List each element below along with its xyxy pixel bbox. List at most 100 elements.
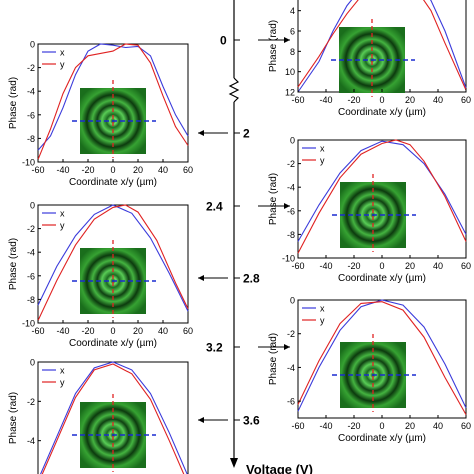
x-tick-label: 40	[158, 326, 168, 336]
x-tick-label: -60	[291, 261, 304, 271]
legend-label-x: x	[320, 144, 325, 154]
series-line-y	[37, 204, 189, 321]
y-tick-label: -2	[27, 224, 35, 234]
legend-label-y: y	[320, 316, 325, 326]
y-tick-label: -4	[27, 436, 35, 446]
x-axis-label: Coordinate x/y (µm)	[69, 177, 157, 188]
voltage-label: 0	[220, 34, 227, 48]
panel-arrowhead	[198, 417, 204, 423]
panel-arrowhead	[198, 130, 204, 136]
x-tick-label: -20	[81, 326, 94, 336]
y-axis-label: Phase (rad)	[8, 238, 19, 290]
voltage-label: 2.4	[206, 200, 223, 214]
y-tick-label: -10	[22, 319, 35, 329]
y-axis-label: Phase (rad)	[268, 173, 279, 225]
x-tick-label: 60	[183, 165, 193, 175]
y-tick-label: -10	[22, 158, 35, 168]
x-tick-label: 20	[405, 421, 415, 431]
y-tick-label: -6	[287, 397, 295, 407]
x-tick-label: -20	[347, 95, 360, 105]
voltage-label: 2.8	[243, 272, 260, 286]
x-tick-label: 20	[133, 326, 143, 336]
y-tick-label: 0	[30, 358, 35, 368]
phase-panel-2v: 0 -2 -4 -6 -8 -10-60 -40 -20 0 20 40 60 Coordinate x…	[8, 40, 193, 189]
y-tick-label: -8	[27, 295, 35, 305]
phase-panel-0v: 4 6 8 10 12-60 -40 -20 0 20 40 60 Coordinate x/y (µ…	[268, 0, 471, 118]
y-tick-label: -2	[287, 159, 295, 169]
series-line-y	[41, 363, 185, 474]
y-tick-label: 4	[290, 6, 295, 16]
voltage-axis-layer: Voltage (V) 0 2 2.4 2.8 3.2 3.6	[198, 0, 313, 474]
x-tick-label: 20	[405, 261, 415, 271]
legend-label-x: x	[60, 366, 65, 376]
x-tick-label: -40	[56, 326, 69, 336]
y-tick-label: 0	[30, 201, 35, 211]
voltage-axis-label: Voltage (V)	[246, 462, 313, 474]
x-tick-label: -40	[56, 165, 69, 175]
x-tick-label: -60	[31, 326, 44, 336]
x-tick-label: 60	[461, 421, 471, 431]
legend-label-x: x	[60, 48, 65, 58]
y-tick-label: -2	[27, 397, 35, 407]
voltage-label: 3.2	[206, 341, 223, 355]
series-line-y	[37, 43, 189, 160]
x-tick-label: 20	[133, 165, 143, 175]
x-tick-label: 60	[461, 95, 471, 105]
panel-arrowhead	[284, 344, 290, 350]
y-tick-label: -2	[287, 329, 295, 339]
y-tick-label: -4	[287, 183, 295, 193]
x-tick-label: 0	[379, 261, 384, 271]
y-tick-label: -4	[27, 248, 35, 258]
y-axis-label: Phase (rad)	[8, 77, 19, 129]
series-line-x	[40, 361, 188, 474]
y-axis-label: Phase (rad)	[268, 20, 279, 72]
x-tick-label: 20	[405, 95, 415, 105]
series-line-y	[297, 301, 467, 415]
phase-panel-2_4v: 0 -2 -4 -6 -8 -10-60 -40 -20 0 20 40 60 Coordinate x…	[268, 136, 471, 285]
y-tick-label: 0	[290, 136, 295, 146]
x-tick-label: 40	[433, 421, 443, 431]
legend-label-x: x	[60, 209, 65, 219]
y-tick-label: -6	[27, 110, 35, 120]
y-tick-label: -8	[287, 230, 295, 240]
x-tick-label: -40	[319, 421, 332, 431]
y-tick-label: -10	[282, 254, 295, 264]
y-axis-label: Phase (rad)	[268, 333, 279, 385]
x-tick-label: 0	[110, 165, 115, 175]
legend-label-y: y	[60, 60, 65, 70]
x-tick-label: 60	[183, 326, 193, 336]
legend-label-y: y	[320, 156, 325, 166]
x-tick-label: -60	[31, 165, 44, 175]
y-tick-label: -6	[27, 271, 35, 281]
y-tick-label: -6	[287, 206, 295, 216]
panel-arrowhead	[284, 37, 290, 43]
y-tick-label: 12	[285, 88, 295, 98]
x-axis-label: Coordinate x/y (µm)	[338, 273, 426, 284]
x-tick-label: 60	[461, 261, 471, 271]
y-tick-label: -4	[287, 363, 295, 373]
legend-label-x: x	[320, 304, 325, 314]
x-tick-label: -40	[319, 95, 332, 105]
x-tick-label: 40	[433, 95, 443, 105]
x-tick-label: -60	[291, 421, 304, 431]
series-line-y	[297, 0, 467, 91]
x-tick-label: 0	[379, 421, 384, 431]
series-line-x	[297, 299, 467, 412]
voltage-label: 3.6	[243, 414, 260, 428]
phase-panel-3_2v: 0 -2 -4 -6 -60 -40 -20 0 20 40 60 Coordinate x/y (µ…	[268, 296, 471, 445]
y-tick-label: 8	[290, 47, 295, 57]
x-tick-label: 0	[379, 95, 384, 105]
x-tick-label: -20	[347, 421, 360, 431]
x-tick-label: -60	[291, 95, 304, 105]
x-tick-label: 40	[158, 165, 168, 175]
y-tick-label: 0	[290, 296, 295, 306]
phase-panel-2_8v: 0 -2 -4 -6 -8 -10-60 -40 -20 0 20 40 60 Coordinate x…	[8, 201, 193, 350]
x-axis-label: Coordinate x/y (µm)	[338, 107, 426, 118]
y-tick-label: -2	[27, 63, 35, 73]
legend-label-y: y	[60, 378, 65, 388]
y-tick-label: 10	[285, 67, 295, 77]
phase-panel-3_6v: 0 -2 -4 Phase (rad) xy	[8, 358, 189, 474]
x-tick-label: 0	[110, 326, 115, 336]
